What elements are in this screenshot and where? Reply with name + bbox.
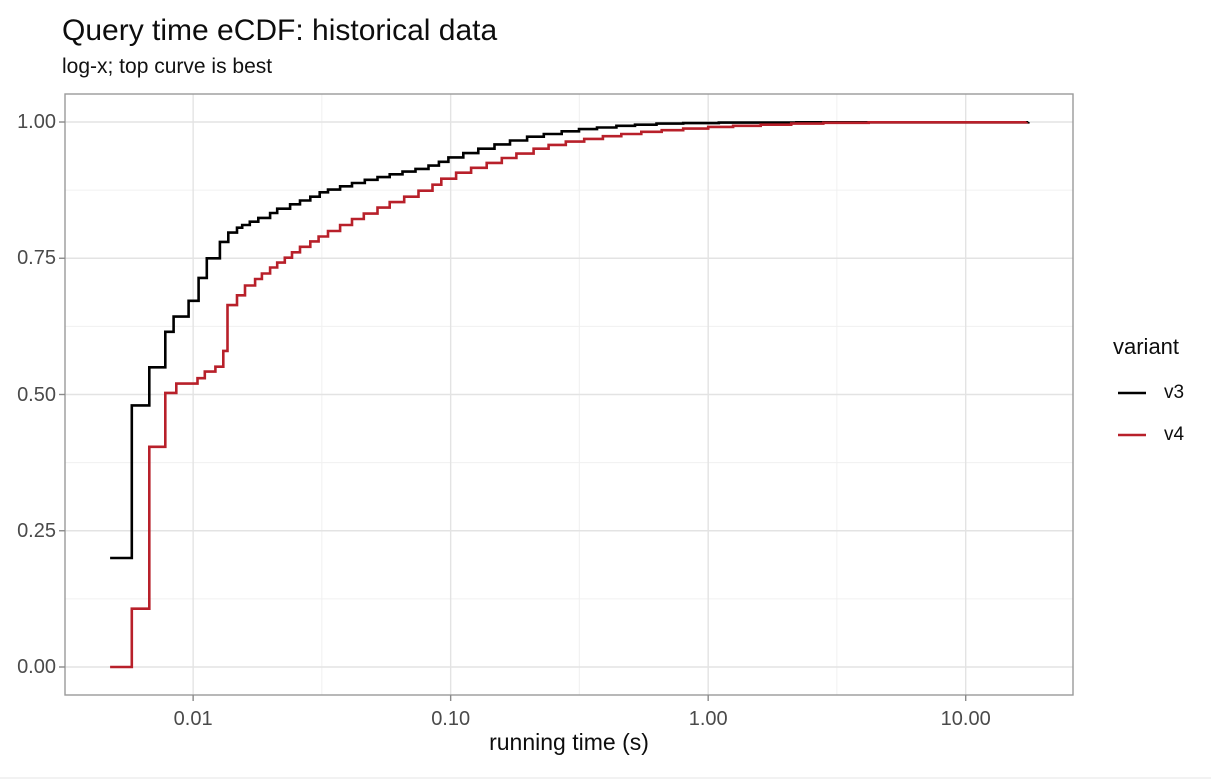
legend-title: variant (1113, 334, 1180, 359)
x-tick-label-0.10: 0.10 (431, 708, 471, 730)
x-tick-label-0.01: 0.01 (173, 708, 213, 730)
legend-key-line-v4 (1118, 433, 1146, 437)
window-bottom-border (0, 777, 1211, 779)
series-line-v4 (110, 121, 1028, 669)
legend-item-v4: v4 (1117, 422, 1184, 448)
y-tick-label-0.25: 0.25 (17, 519, 56, 542)
x-tick-label-10.00: 10.00 (940, 708, 991, 730)
chart-subtitle: log-x; top curve is best (62, 55, 273, 78)
y-tick-label-0.50: 0.50 (17, 383, 56, 406)
x-tick-label-1.00: 1.00 (688, 708, 728, 730)
legend-key-line-v3 (1118, 391, 1146, 395)
series-line-v3 (110, 121, 1030, 560)
y-tick-label-1.00: 1.00 (17, 111, 56, 133)
y-tick-label-0.75: 0.75 (17, 247, 56, 270)
y-tick-label-0.00: 0.00 (17, 655, 56, 678)
chart-title: Query time eCDF: historical data (62, 14, 498, 47)
x-axis-title: running time (s) (489, 729, 649, 755)
legend-item-v3: v3 (1117, 380, 1184, 406)
legend-label-v3: v3 (1164, 382, 1185, 403)
legend-label-v4: v4 (1164, 424, 1185, 445)
